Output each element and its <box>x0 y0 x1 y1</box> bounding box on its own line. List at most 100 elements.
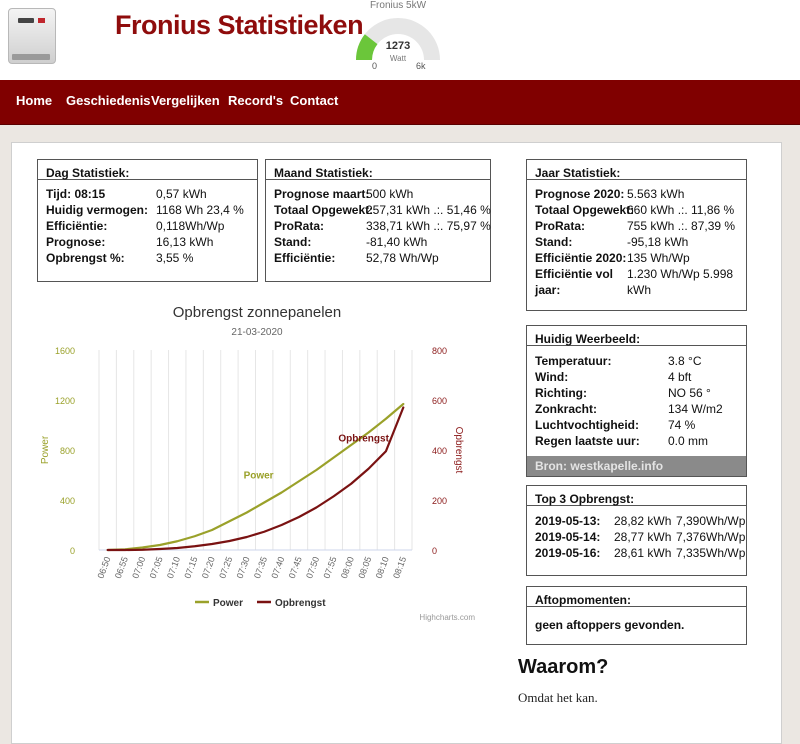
nav-records[interactable]: Record's <box>228 93 284 108</box>
top3-kwh: 28,82 kWh <box>614 514 672 528</box>
weather-value: 134 W/m2 <box>668 402 723 416</box>
series-line-power <box>106 402 405 552</box>
stat-value: 3,55 % <box>156 251 194 265</box>
x-tick-label: 07:45 <box>287 555 304 580</box>
top3-wp: 7,390Wh/Wp <box>676 514 746 528</box>
weather-value: 4 bft <box>668 370 692 384</box>
jaar-statistiek-box: Jaar Statistiek: Prognose 2020: 5.563 kWh… <box>526 159 747 311</box>
weather-label: Temperatuur: <box>535 354 612 368</box>
nav-home[interactable]: Home <box>16 93 53 108</box>
site-header: Fronius Statistieken Fronius 5kW 1273 Wa… <box>0 0 800 80</box>
aftop-box: Aftopmomenten: geen aftoppers gevonden. <box>526 586 747 645</box>
gauge-max: 6k <box>416 61 426 71</box>
stat-value: 135 Wh/Wp <box>627 251 690 265</box>
x-tick-label: 07:55 <box>322 555 339 580</box>
x-tick-label: 07:20 <box>200 555 217 580</box>
x-tick-label: 07:50 <box>304 555 321 580</box>
y-left-tick-label: 0 <box>70 546 75 556</box>
stat-value: -81,40 kWh <box>366 235 428 249</box>
y-left-tick-label: 400 <box>60 496 75 506</box>
weather-label: Luchtvochtigheid: <box>535 418 639 432</box>
x-tick-label: 07:35 <box>252 555 269 580</box>
top3-kwh: 28,77 kWh <box>614 530 672 544</box>
series-data-label: Power <box>244 471 274 482</box>
x-tick-label: 06:55 <box>113 555 130 580</box>
box-title: Huidig Weerbeeld: <box>527 326 746 346</box>
x-tick-label: 07:15 <box>182 555 199 580</box>
nav-contact[interactable]: Contact <box>290 93 339 108</box>
site-title: Fronius Statistieken <box>115 10 364 40</box>
top3-wp: 7,335Wh/Wp <box>676 546 746 560</box>
y-right-tick-label: 600 <box>432 396 447 406</box>
weerbeeld-box: Huidig Weerbeeld: Temperatuur: 3.8 °C Win… <box>526 325 747 477</box>
series-line-opbrengst <box>106 406 405 552</box>
box-title: Maand Statistiek: <box>266 160 490 180</box>
weather-value: 3.8 °C <box>668 354 702 368</box>
stat-value: 755 kWh .:. 87,39 % <box>627 219 736 233</box>
x-tick-label: 07:25 <box>217 555 234 580</box>
stat-value: 257,31 kWh .:. 51,46 % <box>366 203 491 217</box>
stat-label: Efficiëntie 2020: <box>535 251 627 265</box>
maand-statistiek-box: Maand Statistiek: Prognose maart: 500 kWh… <box>265 159 491 282</box>
nav-geschiedenis[interactable]: Geschiedenis <box>66 93 151 108</box>
stat-label: jaar: <box>535 283 561 297</box>
y-left-tick-label: 1600 <box>55 346 75 356</box>
weather-label: Regen laatste uur: <box>535 434 640 448</box>
dag-statistiek-box: Dag Statistiek: Tijd: 08:15 0,57 kWh Huid… <box>37 159 258 282</box>
stat-label: Opbrengst %: <box>46 251 125 265</box>
stat-value: 0,118Wh/Wp <box>156 219 225 233</box>
y-left-axis-title: Power <box>40 435 51 464</box>
top3-date: 2019-05-13: <box>535 514 601 528</box>
gauge-dial <box>356 18 440 60</box>
stat-label: Efficiëntie: <box>274 251 336 265</box>
inverter-logo <box>8 8 56 64</box>
waarom-text: Omdat het kan. <box>518 690 598 705</box>
stat-label: Stand: <box>274 235 312 249</box>
weather-value: 0.0 mm <box>668 434 709 448</box>
x-tick-label: 07:05 <box>148 555 165 580</box>
weather-value: 74 % <box>668 418 696 432</box>
gauge-unit: Watt <box>389 54 407 63</box>
weather-source-link[interactable]: Bron: westkapelle.info <box>527 456 746 476</box>
gauge-min: 0 <box>372 61 378 71</box>
stat-label: Huidig vermogen: <box>46 203 149 217</box>
main-navbar: Home Geschiedenis Vergelijken Record's C… <box>0 80 800 125</box>
weather-label: Wind: <box>535 370 569 384</box>
x-tick-label: 08:00 <box>339 555 356 580</box>
stat-label: Prognose maart: <box>274 187 370 201</box>
stat-label: Prognose: <box>46 235 106 249</box>
x-tick-label: 08:15 <box>391 555 408 580</box>
x-tick-label: 07:10 <box>165 555 182 580</box>
stat-label: Prognose 2020: <box>535 187 625 201</box>
stat-label: Efficiëntie vol <box>535 267 614 281</box>
stat-value: 0,57 kWh <box>156 187 207 201</box>
x-tick-label: 08:05 <box>356 555 373 580</box>
y-right-tick-label: 200 <box>432 496 447 506</box>
x-tick-label: 07:00 <box>130 555 147 580</box>
weather-label: Richting: <box>535 386 587 400</box>
y-left-tick-label: 800 <box>60 446 75 456</box>
stat-value: 1.230 Wh/Wp 5.998 <box>627 267 734 281</box>
series-data-label: Opbrengst <box>338 433 389 444</box>
stat-value: -95,18 kWh <box>627 235 689 249</box>
stat-value: 16,13 kWh <box>156 235 214 249</box>
x-tick-label: 06:50 <box>95 555 112 580</box>
stat-label: Totaal Opgewekt: <box>535 203 635 217</box>
chart-credits: Highcharts.com <box>419 613 475 622</box>
chart-canvas: Opbrengst zonnepanelen 21-03-2020 0 400 800 1… <box>40 304 475 622</box>
gauge-value: 1273 <box>385 40 411 52</box>
stat-value: 5.563 kWh <box>627 187 685 201</box>
stat-label: ProRata: <box>274 219 325 233</box>
stat-label: Tijd: 08:15 <box>46 187 106 201</box>
stat-value: 1168 Wh 23,4 % <box>156 203 244 217</box>
stat-label: Totaal Opgewekt: <box>274 203 374 217</box>
stat-value: 52,78 Wh/Wp <box>366 251 439 265</box>
y-right-tick-label: 400 <box>432 446 447 456</box>
nav-vergelijken[interactable]: Vergelijken <box>151 93 220 108</box>
chart-title: Opbrengst zonnepanelen <box>173 304 341 321</box>
stat-label: ProRata: <box>535 219 586 233</box>
aftop-text: geen aftoppers gevonden. <box>535 618 685 632</box>
waarom-heading: Waarom? <box>518 656 609 678</box>
y-right-axis-title: Opbrengst <box>453 427 464 474</box>
x-tick-label: 07:30 <box>235 555 252 580</box>
